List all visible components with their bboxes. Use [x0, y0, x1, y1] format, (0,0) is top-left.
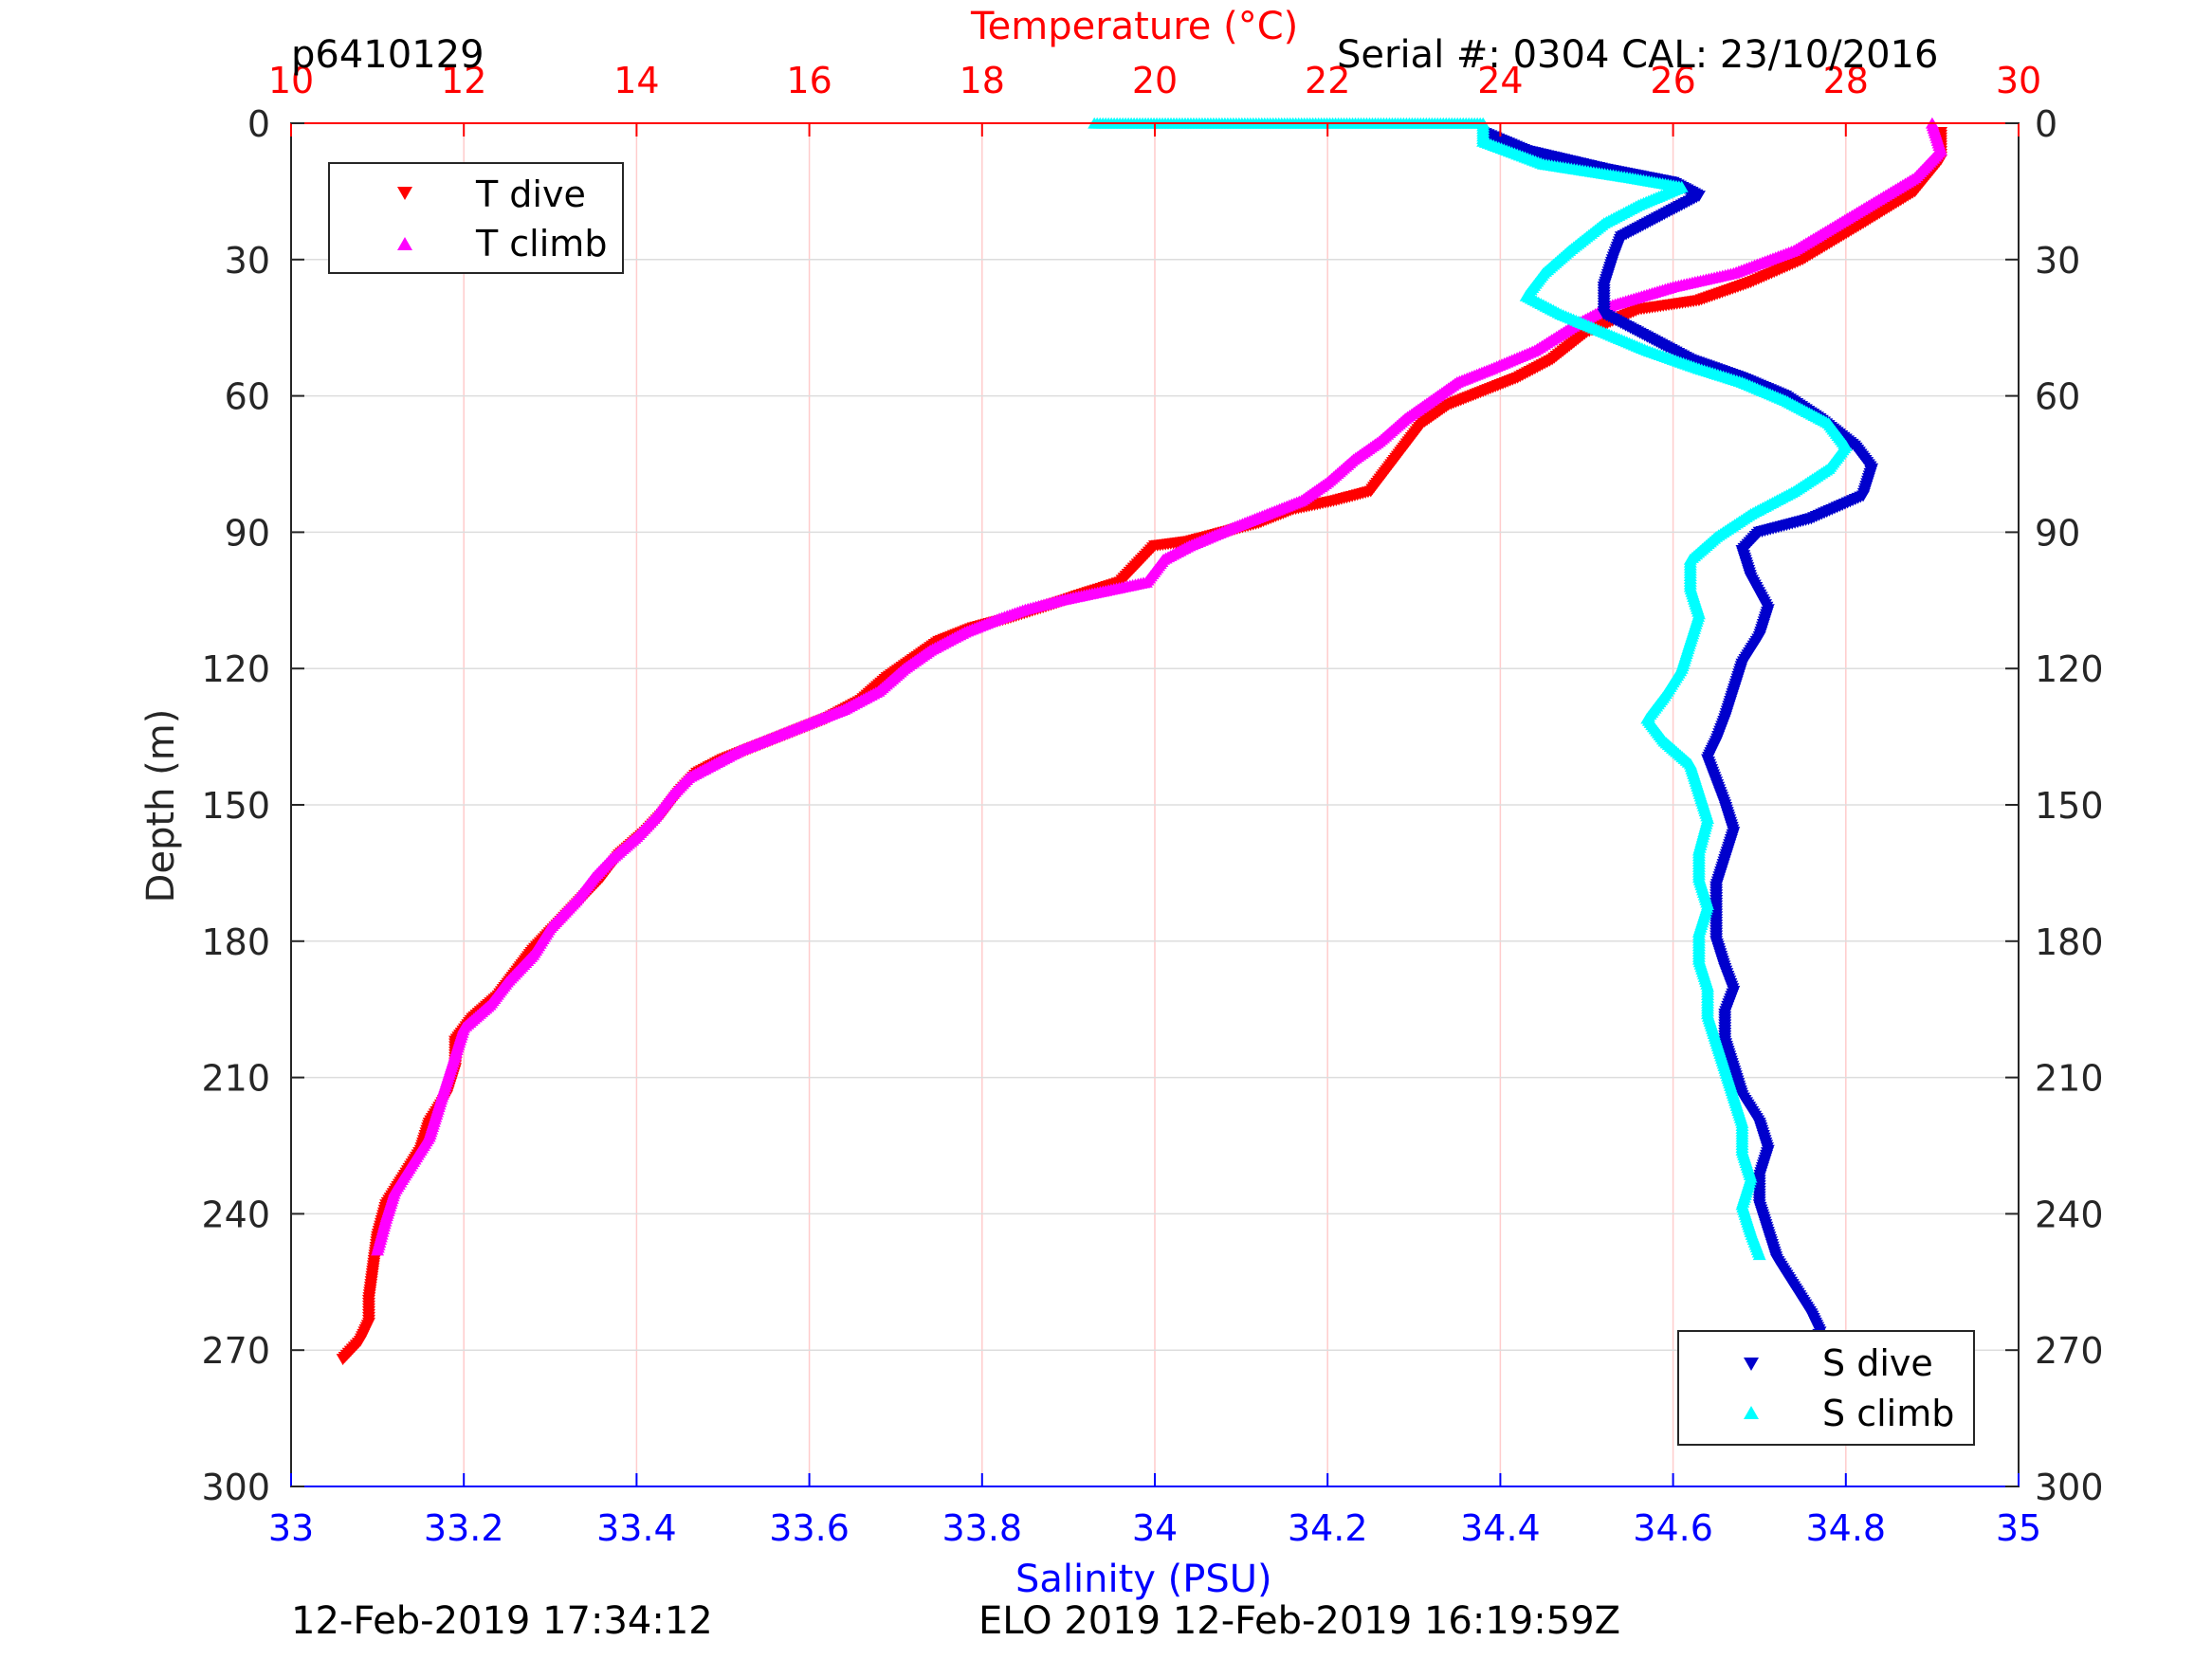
temperature-tick-label: 10: [268, 60, 314, 101]
depth-tick-label: 180: [201, 921, 270, 963]
depth-tick-label-right: 210: [2035, 1058, 2104, 1100]
footer-timestamp: 12-Feb-2019 17:34:12: [291, 1599, 713, 1643]
depth-tick-label: 120: [201, 648, 270, 690]
depth-axis-label: Depth (m): [139, 708, 183, 903]
t-dive-series: [336, 126, 1948, 1366]
data-point: [336, 1354, 350, 1366]
temperature-tick-label: 12: [441, 60, 486, 101]
depth-tick-label: 240: [201, 1194, 270, 1235]
t-climb-legend-label: T climb: [475, 223, 607, 264]
grid-lines: [291, 123, 2019, 1486]
depth-tick-label: 0: [247, 103, 270, 145]
salinity-legend-box: [1677, 1330, 1975, 1446]
s-dive-legend-marker: [1744, 1358, 1759, 1371]
temperature-tick-label: 16: [786, 60, 832, 101]
salinity-tick-label: 34.4: [1460, 1507, 1541, 1549]
depth-tick-label-right: 30: [2035, 240, 2080, 282]
t-climb-legend-marker: [397, 237, 412, 250]
salinity-tick-label: 33.8: [941, 1507, 1022, 1549]
t-dive-legend-label: T dive: [475, 173, 586, 215]
salinity-tick-label: 34: [1132, 1507, 1178, 1549]
profile-id: p6410129: [291, 33, 484, 77]
t-dive-legend-marker: [397, 187, 412, 200]
depth-tick-label: 30: [225, 240, 270, 282]
serial-cal-info: Serial #: 0304 CAL: 23/10/2016: [1337, 33, 1939, 77]
temperature-tick-label: 26: [1650, 60, 1695, 101]
temperature-tick-label: 14: [613, 60, 659, 101]
salinity-tick-label: 33.6: [769, 1507, 850, 1549]
temperature-tick-label: 20: [1132, 60, 1178, 101]
temperature-tick-label: 18: [960, 60, 1005, 101]
temperature-legend-box: [328, 162, 624, 274]
depth-tick-label-right: 180: [2035, 921, 2104, 963]
depth-tick-label-right: 90: [2035, 512, 2080, 554]
salinity-tick-label: 34.2: [1288, 1507, 1368, 1549]
salinity-tick-label: 35: [1996, 1507, 2041, 1549]
salinity-tick-label: 33: [268, 1507, 314, 1549]
depth-tick-label-right: 270: [2035, 1330, 2104, 1372]
data-point: [1752, 1249, 1766, 1261]
temperature-tick-label: 28: [1823, 60, 1869, 101]
depth-tick-label: 300: [201, 1467, 270, 1508]
depth-tick-label-right: 300: [2035, 1467, 2104, 1508]
depth-tick-label: 150: [201, 785, 270, 827]
temperature-tick-label: 30: [1996, 60, 2041, 101]
temperature-legend: T dive T climb: [328, 162, 624, 274]
depth-tick-label-right: 60: [2035, 376, 2080, 418]
data-point: [371, 1244, 385, 1256]
t-climb-series: [371, 117, 1948, 1256]
depth-tick-label: 210: [201, 1058, 270, 1100]
data-series: [336, 117, 1948, 1375]
depth-tick-label: 270: [201, 1330, 270, 1372]
temperature-tick-label: 22: [1305, 60, 1350, 101]
s-climb-legend-marker: [1744, 1406, 1759, 1419]
footer-mission-info: ELO 2019 12-Feb-2019 16:19:59Z: [978, 1599, 1620, 1643]
salinity-tick-label: 33.4: [596, 1507, 677, 1549]
depth-tick-label: 90: [225, 512, 270, 554]
temperature-axis-label: Temperature (°C): [971, 5, 1299, 48]
depth-tick-label-right: 120: [2035, 648, 2104, 690]
depth-tick-label-right: 0: [2035, 103, 2057, 145]
axis-ticks: 10 12 14 16 18 20 22 24 26 28 30 33 33.2 33.4 33.6 33.8…: [201, 60, 2103, 1549]
temperature-tick-label: 24: [1477, 60, 1523, 101]
depth-tick-label: 60: [225, 376, 270, 418]
salinity-axis-label: Salinity (PSU): [1015, 1558, 1272, 1601]
s-dive-legend-label: S dive: [1822, 1342, 1933, 1384]
salinity-tick-label: 34.6: [1633, 1507, 1713, 1549]
depth-tick-label-right: 240: [2035, 1194, 2104, 1235]
depth-tick-label-right: 150: [2035, 785, 2104, 827]
salinity-tick-label: 34.8: [1805, 1507, 1886, 1549]
salinity-tick-label: 33.2: [424, 1507, 504, 1549]
salinity-legend: S dive S climb: [1677, 1330, 1975, 1446]
s-climb-legend-label: S climb: [1822, 1393, 1954, 1434]
